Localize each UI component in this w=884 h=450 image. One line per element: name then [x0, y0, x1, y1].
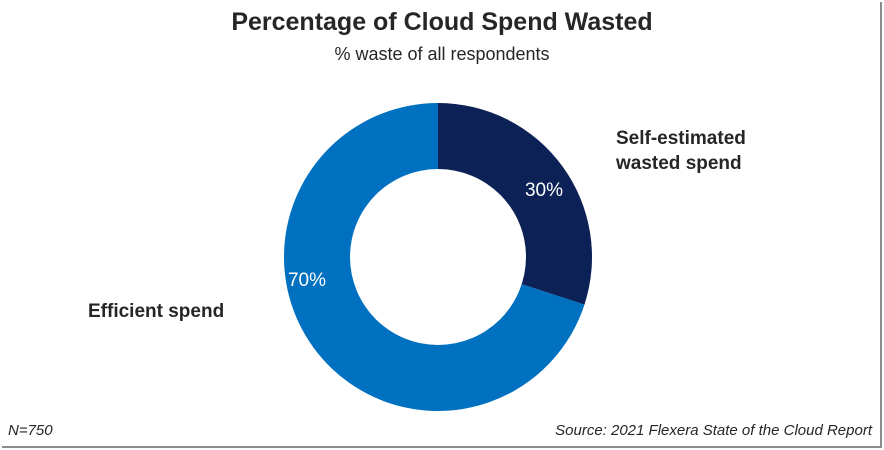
source-note: Source: 2021 Flexera State of the Cloud …: [555, 422, 872, 439]
chart-subtitle: % waste of all respondents: [334, 44, 550, 64]
slice-value-label-wasted: 30%: [525, 180, 563, 201]
chart-title: Percentage of Cloud Spend Wasted: [231, 8, 653, 36]
category-label-efficient: Efficient spend: [88, 299, 224, 324]
donut-hole: [350, 169, 526, 345]
category-label-wasted-line1: Self-estimated: [616, 128, 746, 149]
category-label-efficient-line1: Efficient spend: [88, 301, 225, 322]
slice-value-label-efficient: 70%: [288, 270, 326, 291]
category-label-wasted-line2: wasted spend: [616, 153, 742, 174]
sample-size-note: N=750: [8, 422, 53, 439]
category-label-wasted: Self-estimated wasted spend: [616, 126, 746, 176]
